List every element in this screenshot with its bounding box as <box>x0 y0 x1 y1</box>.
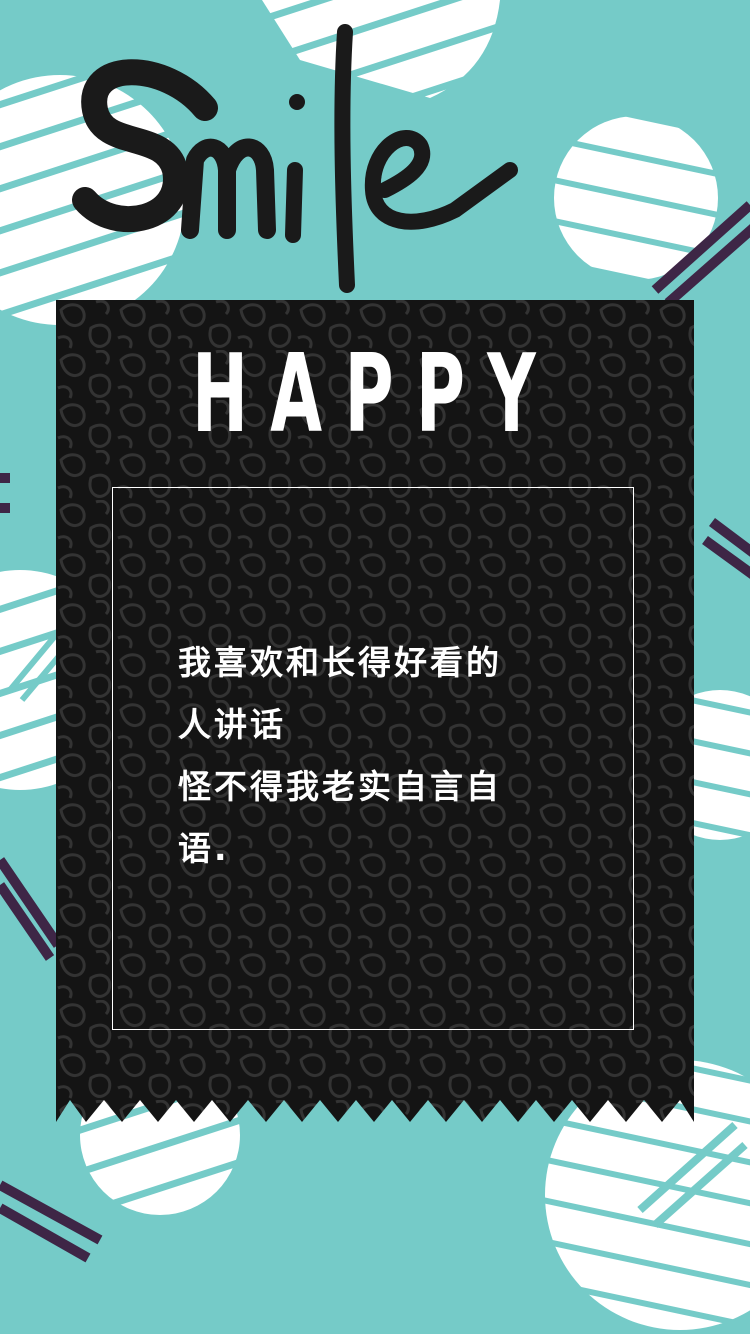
purple-lines <box>0 201 750 1263</box>
text-frame <box>112 487 634 1030</box>
leopard-pattern-card <box>56 300 694 1122</box>
poem-line: 怪不得我老实自言自 <box>178 767 502 806</box>
striped-circle <box>545 1060 750 1330</box>
striped-circle <box>554 116 718 280</box>
poem-line: 人讲话 <box>178 705 286 744</box>
poem-line: 我喜欢和长得好看的 <box>178 643 502 682</box>
poem-line: 语. <box>178 829 230 868</box>
happy-heading: HAPPY <box>191 332 559 457</box>
stripe-shape <box>262 0 500 98</box>
smile-brush-lettering <box>72 24 518 293</box>
smile-logo <box>55 20 525 300</box>
poem-text: 我喜欢和长得好看的 人讲话 怪不得我老实自言自 语. <box>178 632 598 880</box>
black-card <box>56 300 694 1122</box>
